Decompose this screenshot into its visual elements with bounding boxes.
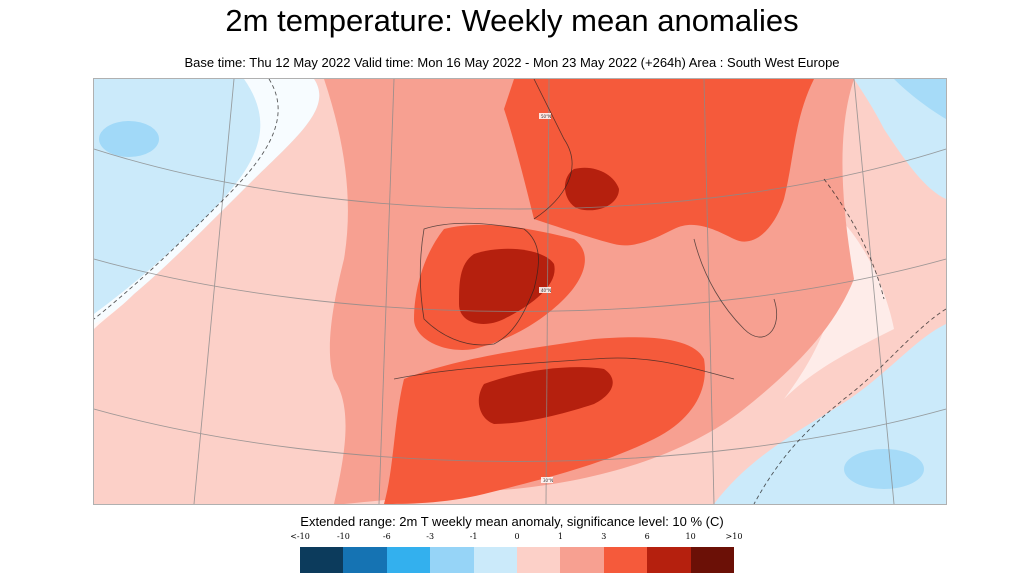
legend-swatch (300, 547, 344, 573)
legend-tick-label: >10 (725, 532, 743, 541)
legend-tick-label: 10 (685, 532, 696, 541)
legend-swatch (690, 547, 735, 573)
map-title: 2m temperature: Weekly mean anomalies (225, 3, 799, 38)
anomaly-map: 50°N 40°N 30°N (93, 78, 947, 505)
legend-tick-label: 6 (644, 532, 650, 541)
legend-swatch (560, 547, 605, 573)
graticule-label-40n: 40°N (541, 288, 551, 293)
legend-tick-label: 0 (514, 532, 520, 541)
color-legend: <-10 -10 -6 -3 -1 0 1 3 6 10 >10 (290, 531, 742, 573)
legend-tick-label: <-10 (290, 532, 310, 541)
legend-tick-label: -10 (336, 532, 350, 541)
legend-tick-label: -1 (469, 532, 478, 541)
legend-swatch (647, 547, 692, 573)
legend-swatch (517, 547, 561, 573)
legend-swatch (473, 547, 518, 573)
graticule-label-50n: 50°N (541, 114, 551, 119)
legend-swatch (386, 547, 431, 573)
legend-swatch (343, 547, 388, 573)
map-subtitle: Base time: Thu 12 May 2022 Valid time: M… (184, 55, 840, 70)
graticule-label-30n: 30°N (543, 478, 553, 483)
legend-swatch (430, 547, 475, 573)
legend-title: Extended range: 2m T weekly mean anomaly… (300, 514, 724, 529)
legend-swatch (603, 547, 648, 573)
legend-tick-label: -6 (382, 532, 391, 541)
legend-tick-label: 3 (601, 532, 607, 541)
legend-tick-label: 1 (557, 532, 563, 541)
legend-tick-label: -3 (426, 532, 435, 541)
